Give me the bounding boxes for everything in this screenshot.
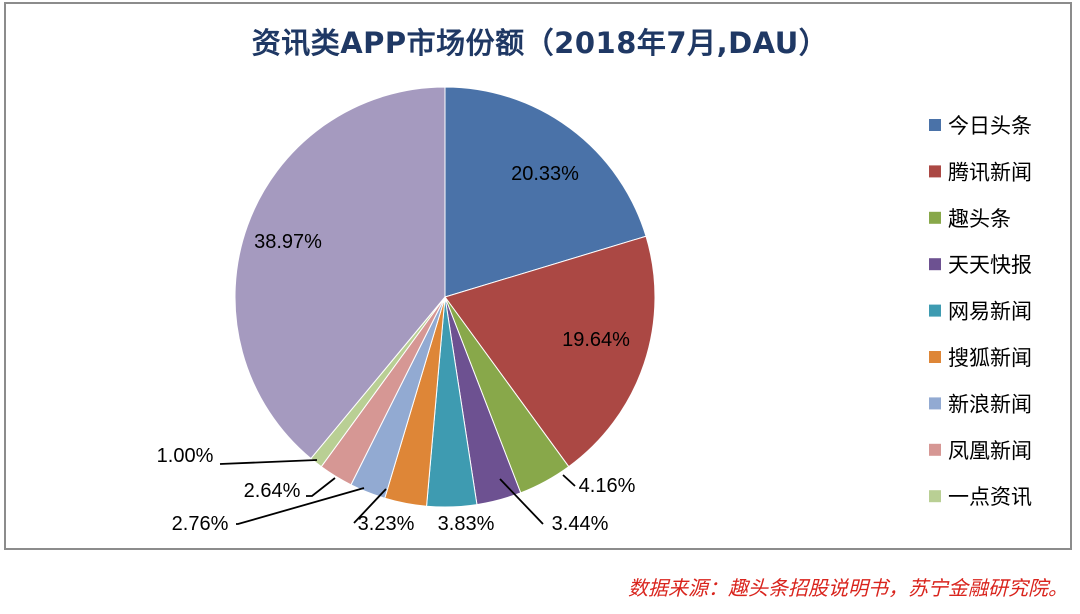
data-label-0: 20.33%	[511, 163, 579, 185]
leader-line-5	[353, 488, 387, 524]
legend-swatch-1	[929, 165, 941, 178]
pie-slice-1	[444, 235, 656, 468]
data-label-8: 1.00%	[157, 445, 214, 467]
leader-line-7	[306, 477, 336, 497]
legend-label-1: 腾讯新闻	[948, 160, 1032, 184]
legend-swatch-3	[929, 258, 941, 271]
data-label-3: 3.44%	[552, 513, 609, 535]
legend-swatch-8	[929, 490, 941, 503]
pie-slice-9	[234, 86, 446, 460]
leader-line-6	[236, 487, 365, 525]
legend-label-6: 新浪新闻	[948, 392, 1032, 416]
legend-label-8: 一点资讯	[948, 485, 1032, 509]
legend-swatch-7	[929, 443, 941, 456]
leader-line-8	[219, 459, 318, 465]
source-note: 数据来源：趣头条招股说明书，苏宁金融研究院。	[628, 576, 1068, 600]
legend-swatch-0	[929, 119, 941, 131]
leader-line-3	[499, 478, 544, 525]
legend-label-2: 趣头条	[948, 207, 1011, 231]
legend-swatch-6	[929, 397, 941, 410]
data-label-5: 3.23%	[358, 513, 415, 535]
legend-swatch-4	[929, 304, 941, 317]
data-label-1: 19.64%	[562, 329, 630, 351]
data-label-7: 2.64%	[244, 480, 301, 502]
legend-swatch-2	[929, 211, 941, 224]
leader-line-2	[562, 474, 576, 487]
data-label-2: 4.16%	[579, 475, 636, 497]
chart-title: 资讯类APP市场份额（2018年7月,DAU）	[251, 26, 829, 60]
data-label-4: 3.83%	[438, 513, 495, 535]
pie-slice-0	[444, 86, 647, 298]
data-label-9: 38.97%	[254, 231, 322, 253]
legend-label-3: 天天快报	[948, 253, 1032, 277]
legend-label-7: 凤凰新闻	[948, 439, 1032, 463]
legend-swatch-5	[929, 351, 941, 363]
legend-label-4: 网易新闻	[948, 300, 1032, 324]
legend-label-5: 搜狐新闻	[948, 346, 1032, 370]
data-label-6: 2.76%	[172, 513, 229, 535]
legend-label-0: 今日头条	[948, 114, 1032, 138]
